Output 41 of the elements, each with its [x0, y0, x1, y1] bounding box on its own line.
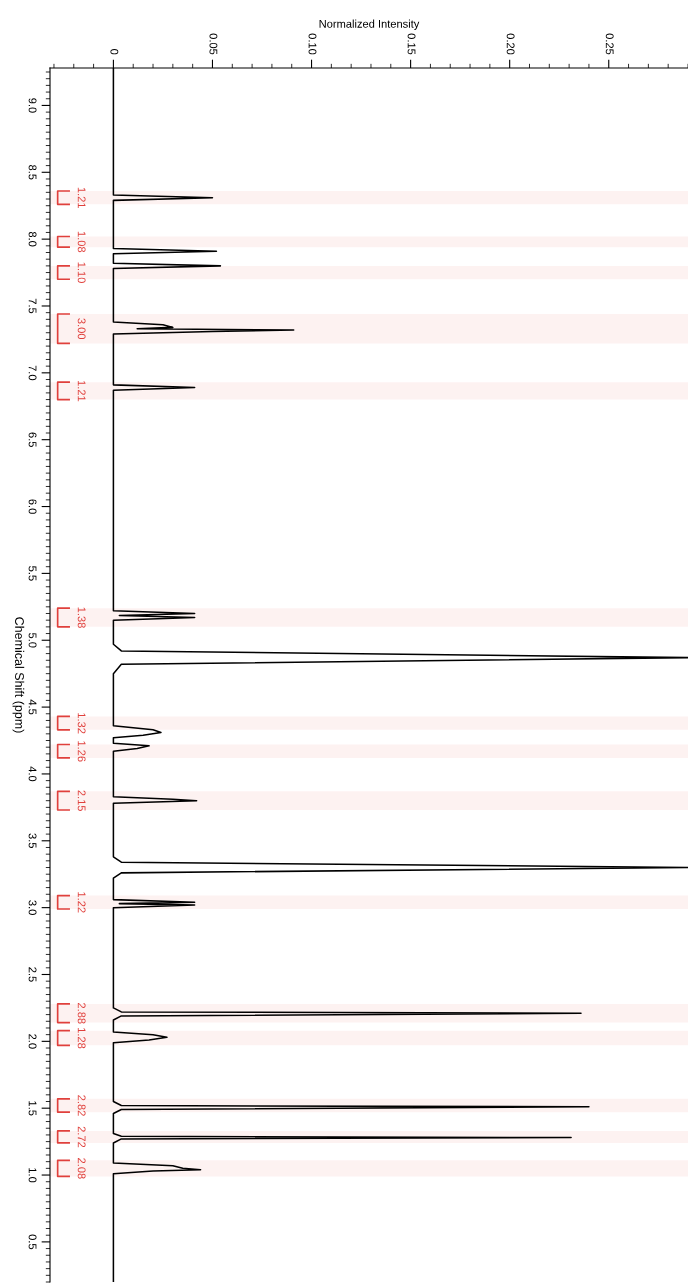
y-tick-label: 1.5	[28, 1101, 37, 1116]
x-tick-label: 0.05	[209, 33, 218, 55]
band-label: 2.72	[77, 1126, 86, 1148]
band-label: 2.08	[77, 1158, 86, 1179]
y-tick-label: 4.0	[28, 766, 37, 782]
x-axis-title: Normalized Intensity	[319, 19, 420, 30]
y-tick-label: 5.5	[28, 566, 37, 581]
y-tick-label: 7.5	[28, 298, 37, 314]
band-label: 1.22	[77, 892, 86, 913]
y-tick-label: 6.5	[28, 432, 37, 447]
x-tick-label: 0	[110, 49, 119, 55]
band-label: 1.28	[77, 1028, 86, 1049]
y-tick-label: 5.0	[28, 632, 37, 648]
y-tick-label: 9.0	[28, 98, 37, 113]
band-label: 1.21	[77, 380, 86, 402]
band-label: 2.82	[77, 1095, 86, 1116]
x-tick-label: 0.15	[407, 33, 416, 55]
band-label: 1.32	[77, 713, 86, 734]
band-label: 2.88	[77, 1003, 86, 1024]
y-tick-label: 2.0	[28, 1034, 37, 1049]
band-label: 1.08	[77, 231, 86, 253]
y-tick-label: 0.5	[28, 1234, 37, 1250]
band-label: 3.00	[77, 318, 86, 340]
x-tick-label: 0.20	[506, 33, 515, 55]
x-tick-label: 0.10	[308, 33, 317, 55]
y-tick-label: 8.0	[28, 231, 37, 247]
y-tick-label: 3.0	[28, 900, 37, 915]
band-label: 1.21	[77, 187, 86, 208]
band-label: 1.10	[77, 262, 86, 283]
y-tick-label: 6.0	[28, 499, 37, 514]
band-label: 1.26	[77, 741, 86, 762]
y-tick-label: 3.5	[28, 833, 37, 849]
y-tick-label: 4.5	[28, 699, 37, 715]
y-axis-title: Chemical Shift (ppm)	[12, 617, 25, 733]
band-label: 2.15	[77, 790, 86, 812]
y-tick-label: 1.0	[28, 1168, 37, 1183]
y-tick-label: 2.5	[28, 967, 37, 982]
band-label: 1.38	[77, 607, 86, 628]
y-tick-label: 8.5	[28, 165, 37, 180]
y-tick-label: 7.0	[28, 365, 37, 381]
x-tick-label: 0.25	[605, 33, 614, 55]
